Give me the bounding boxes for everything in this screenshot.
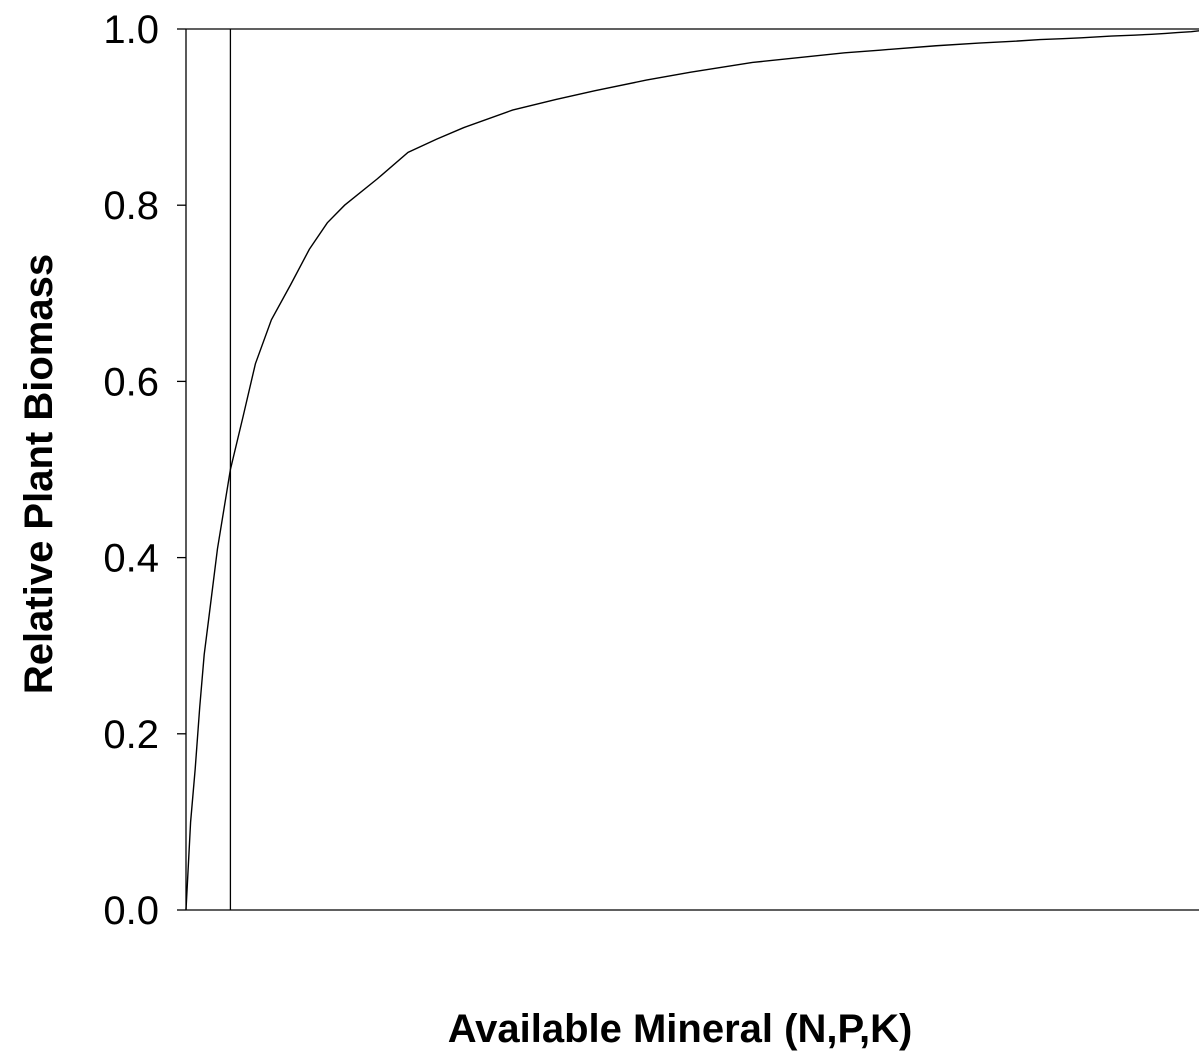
x-axis-title: Available Mineral (N,P,K)	[448, 1007, 913, 1051]
y-tick-label: 0.8	[103, 184, 159, 228]
series-group	[185, 30, 1199, 911]
y-tick-label: 0.2	[103, 713, 159, 757]
y-axis-title: Relative Plant Biomass	[17, 254, 61, 694]
y-tick-label: 1.0	[103, 8, 159, 52]
y-tick-label: 0.4	[103, 537, 159, 581]
y-tick-label: 0.6	[103, 360, 159, 404]
y-tick-label: 0.0	[103, 889, 159, 933]
axes	[185, 28, 1199, 911]
series-line	[185, 30, 1199, 911]
y-tick-group: 0.0 0.2 0.4 0.6 0.8 1.0	[103, 8, 186, 933]
